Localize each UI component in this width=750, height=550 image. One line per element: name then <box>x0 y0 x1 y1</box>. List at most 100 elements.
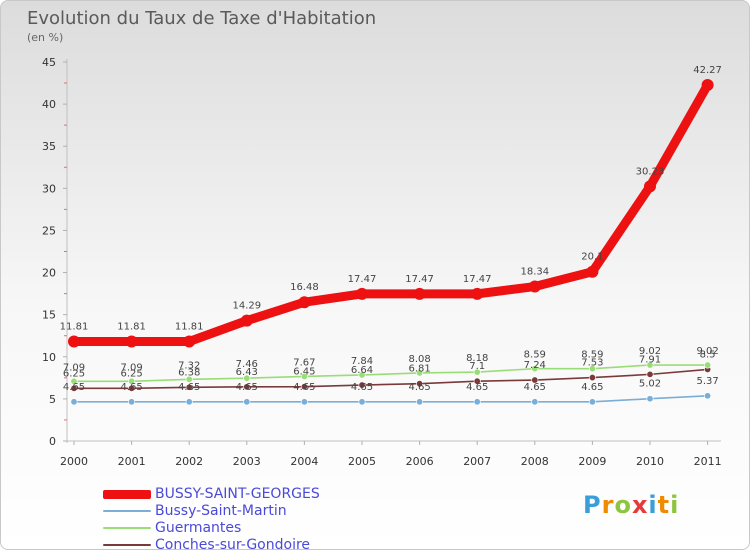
y-tick-label: 40 <box>42 98 56 111</box>
y-tick-label: 25 <box>42 224 56 237</box>
data-label: 17.47 <box>463 274 492 285</box>
x-tick-label: 2004 <box>290 455 318 468</box>
data-point <box>644 180 656 193</box>
data-label: 6.25 <box>120 368 142 379</box>
y-tick-label: 0 <box>49 435 56 448</box>
y-tick-label: 45 <box>42 56 56 69</box>
data-point <box>298 296 311 309</box>
chart-title: Evolution du Taux de Taxe d'Habitation <box>27 8 377 29</box>
data-point <box>358 398 366 406</box>
data-label: 6.45 <box>293 367 315 378</box>
data-point <box>300 372 308 380</box>
x-tick-label: 2002 <box>175 455 203 468</box>
proxiti-logo: Proxiti <box>583 491 679 519</box>
data-point <box>300 398 308 406</box>
legend-swatch <box>103 510 151 512</box>
data-point <box>588 374 596 382</box>
series-line <box>69 80 713 347</box>
data-point <box>416 369 424 377</box>
data-point <box>531 376 539 384</box>
data-point <box>243 374 251 382</box>
x-tick-label: 2005 <box>348 455 376 468</box>
data-label: 11.81 <box>117 322 146 333</box>
data-label: 30.23 <box>636 166 665 177</box>
y-tick-label: 15 <box>42 309 56 322</box>
data-point <box>70 377 78 385</box>
data-point <box>128 377 136 385</box>
legend-label: BUSSY-SAINT-GEORGES <box>155 486 320 502</box>
data-label: 9.02 <box>639 346 661 357</box>
y-tick-label: 5 <box>49 393 56 406</box>
data-point <box>531 365 539 373</box>
x-tick-label: 2008 <box>521 455 549 468</box>
legend-swatch <box>103 544 151 546</box>
x-tick-label: 2001 <box>118 455 146 468</box>
data-label: 4.65 <box>120 382 142 393</box>
data-point <box>704 392 712 400</box>
data-label: 7.67 <box>293 357 315 368</box>
data-label: 11.81 <box>60 322 89 333</box>
y-tick-label: 10 <box>42 351 56 364</box>
data-label: 7.09 <box>120 362 142 373</box>
data-point <box>588 365 596 373</box>
data-point <box>646 370 654 378</box>
data-label: 6.38 <box>178 367 200 378</box>
data-point <box>701 78 714 91</box>
data-label: 20.1 <box>581 252 603 263</box>
data-label: 8.18 <box>466 353 488 364</box>
data-point <box>70 384 78 392</box>
data-label: 18.34 <box>520 267 549 278</box>
data-point <box>358 371 366 379</box>
data-label: 42.27 <box>693 65 722 76</box>
data-point <box>128 384 136 392</box>
data-label: 4.65 <box>408 382 430 393</box>
series-line <box>73 368 709 390</box>
data-label: 8.59 <box>581 350 603 361</box>
data-label: 7.84 <box>351 356 373 367</box>
x-tick-label: 2009 <box>578 455 606 468</box>
data-point <box>416 398 424 406</box>
data-point <box>586 265 599 278</box>
data-point <box>413 287 426 300</box>
legend-label: Guermantes <box>155 520 242 536</box>
logo-letter: i <box>648 491 658 519</box>
legend-label: Conches-sur-Gondoire <box>155 537 311 550</box>
logo-letter: P <box>583 491 602 519</box>
data-label: 4.65 <box>466 382 488 393</box>
data-point <box>185 383 193 391</box>
data-label: 8.08 <box>408 354 430 365</box>
data-point <box>646 361 654 369</box>
data-label: 6.25 <box>63 368 85 379</box>
legend-swatch <box>103 490 151 499</box>
data-label: 6.43 <box>236 367 258 378</box>
data-label: 17.47 <box>348 274 377 285</box>
data-point <box>704 361 712 369</box>
data-label: 4.65 <box>351 382 373 393</box>
data-label: 16.48 <box>290 282 319 293</box>
data-label: 4.65 <box>293 382 315 393</box>
data-point <box>125 335 138 348</box>
data-point <box>356 287 368 300</box>
data-label: 6.81 <box>408 364 430 375</box>
chart-subtitle: (en %) <box>27 31 64 44</box>
data-label: 4.65 <box>581 382 603 393</box>
data-point <box>240 314 253 327</box>
data-point <box>300 383 308 391</box>
x-tick-label: 2007 <box>463 455 491 468</box>
data-label: 7.53 <box>581 358 603 369</box>
data-point <box>68 335 80 348</box>
data-point <box>185 375 193 383</box>
data-point <box>70 398 78 406</box>
legend-label: Bussy-Saint-Martin <box>155 503 287 519</box>
data-point <box>471 287 484 300</box>
series-line <box>73 364 709 383</box>
data-label: 7.09 <box>63 362 85 373</box>
x-tick-label: 2006 <box>406 455 434 468</box>
data-label: 7.24 <box>524 360 546 371</box>
logo-letter: i <box>670 491 680 519</box>
y-tick-label: 20 <box>42 267 56 280</box>
x-tick-label: 2010 <box>636 455 664 468</box>
data-label: 6.64 <box>351 365 373 376</box>
